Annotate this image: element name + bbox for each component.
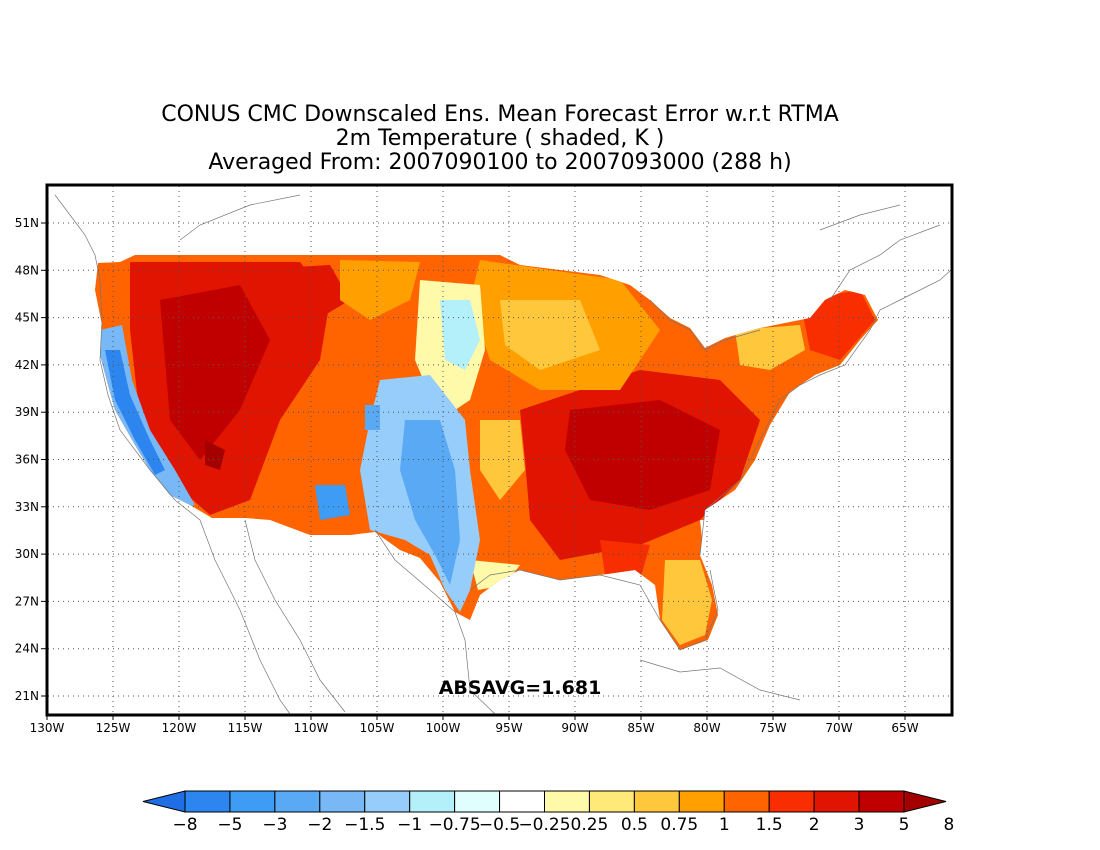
colorbar-swatch — [588, 790, 635, 813]
colorbar-label: −3 — [262, 815, 287, 835]
shading-region — [240, 265, 350, 330]
colorbar-swatch — [229, 790, 276, 813]
lat-label: 45N — [15, 311, 39, 325]
lat-label: 51N — [15, 216, 39, 230]
colorbar-label: −1 — [397, 815, 422, 835]
coastline-segment — [54, 194, 291, 715]
coastline-segment — [699, 269, 952, 556]
map-title-line1: CONUS CMC Downscaled Ens. Mean Forecast … — [161, 102, 839, 127]
colorbar-swatch — [319, 790, 366, 813]
map-title-line2: 2m Temperature ( shaded, K ) — [335, 126, 665, 151]
colorbar: −8 −5 −3 −2 −1.5 −1 −0.75−0.5−0.25 0.25 0.5 0.75 1… — [142, 790, 955, 835]
lon-label: 90W — [561, 721, 588, 735]
colorbar-label: 8 — [944, 815, 955, 835]
absavg-annotation: ABSAVG=1.681 — [439, 677, 602, 699]
shading-region — [440, 300, 480, 370]
colorbar-arrow-low — [142, 790, 186, 813]
colorbar-label: −8 — [172, 815, 197, 835]
coastline-segment — [179, 194, 301, 241]
shading-region — [500, 300, 600, 370]
colorbar-swatch — [544, 790, 590, 813]
colorbar-swatch — [499, 790, 545, 813]
colorbar-label: −2 — [307, 815, 332, 835]
lat-label: 48N — [15, 263, 39, 277]
lat-label: 30N — [15, 547, 39, 561]
lon-label: 70W — [825, 721, 852, 735]
lat-label: 42N — [15, 358, 39, 372]
colorbar-label: 0.5 — [621, 815, 648, 835]
lon-label: 100W — [426, 721, 461, 735]
coastline-segment — [819, 204, 901, 231]
colorbar-swatch — [723, 790, 770, 813]
colorbar-label: −5 — [217, 815, 242, 835]
coastline-segment — [244, 519, 346, 713]
shading-region — [735, 325, 805, 370]
colorbar-label: 1 — [719, 815, 730, 835]
lon-label: 105W — [360, 721, 395, 735]
colorbar-swatch — [768, 790, 815, 813]
map-frame-border — [45, 183, 954, 717]
map-title-line3: Averaged From: 2007090100 to 2007093000 … — [208, 150, 792, 175]
shading-region — [662, 560, 712, 645]
colorbar-label: 2 — [809, 815, 820, 835]
lon-label: 80W — [693, 721, 720, 735]
lat-label: 36N — [15, 453, 39, 467]
shading-region — [340, 260, 420, 320]
colorbar-label: −0.75 — [429, 815, 481, 835]
colorbar-swatch — [678, 790, 725, 813]
coastline-segment — [639, 659, 801, 701]
shading-region — [160, 285, 270, 460]
lon-label: 85W — [627, 721, 654, 735]
shading-region — [800, 290, 875, 360]
colorbar-swatch — [633, 790, 680, 813]
coastline-segment — [469, 569, 719, 651]
colorbar-swatch — [274, 790, 321, 813]
lon-label: 115W — [228, 721, 263, 735]
shading-region — [400, 420, 460, 585]
shading-region — [470, 560, 520, 590]
longitude-labels: 130W 125W 120W 115W 110W 105W 100W 95W 90W 85W 80W… — [30, 721, 919, 735]
shading-region — [565, 400, 720, 510]
coastline-segment — [829, 224, 941, 301]
shading-region — [105, 350, 165, 475]
coastlines — [54, 194, 952, 715]
coastline-segment — [649, 299, 761, 351]
lat-label: 39N — [15, 405, 39, 419]
shading-region — [315, 485, 350, 520]
graticule — [41, 186, 951, 720]
shading-region — [600, 540, 650, 580]
lon-label: 125W — [96, 721, 131, 735]
shading-region — [365, 405, 380, 430]
colorbar-label: 0.75 — [660, 815, 698, 835]
colorbar-swatch — [813, 790, 860, 813]
colorbar-swatch — [409, 790, 456, 813]
lon-label: 130W — [30, 721, 65, 735]
lat-label: 33N — [15, 500, 39, 514]
colorbar-label: 5 — [899, 815, 910, 835]
shading-region — [480, 420, 525, 500]
colorbar-swatch — [184, 790, 231, 813]
coastline-segment — [374, 529, 496, 715]
colorbar-swatch — [364, 790, 411, 813]
colorbar-swatch — [454, 790, 501, 813]
colorbar-label: −1.5 — [344, 815, 385, 835]
lat-label: 24N — [15, 642, 39, 656]
lon-label: 120W — [162, 721, 197, 735]
lat-label: 27N — [15, 594, 39, 608]
colorbar-label: −0.5 — [479, 815, 520, 835]
lon-label: 110W — [294, 721, 329, 735]
colorbar-label: 0.25 — [571, 815, 609, 835]
lon-label: 65W — [891, 721, 918, 735]
colorbar-label: −0.25 — [518, 815, 570, 835]
lon-label: 75W — [759, 721, 786, 735]
lon-label: 95W — [495, 721, 522, 735]
colorbar-label: 3 — [854, 815, 865, 835]
shading-region — [205, 440, 225, 470]
latitude-labels: 51N 48N 45N 42N 39N 36N 33N 30N 27N 24N 21N — [15, 216, 39, 703]
lat-label: 21N — [15, 689, 39, 703]
colorbar-swatch — [858, 790, 905, 813]
colorbar-arrow-high — [903, 790, 947, 813]
colorbar-label: 1.5 — [756, 815, 783, 835]
